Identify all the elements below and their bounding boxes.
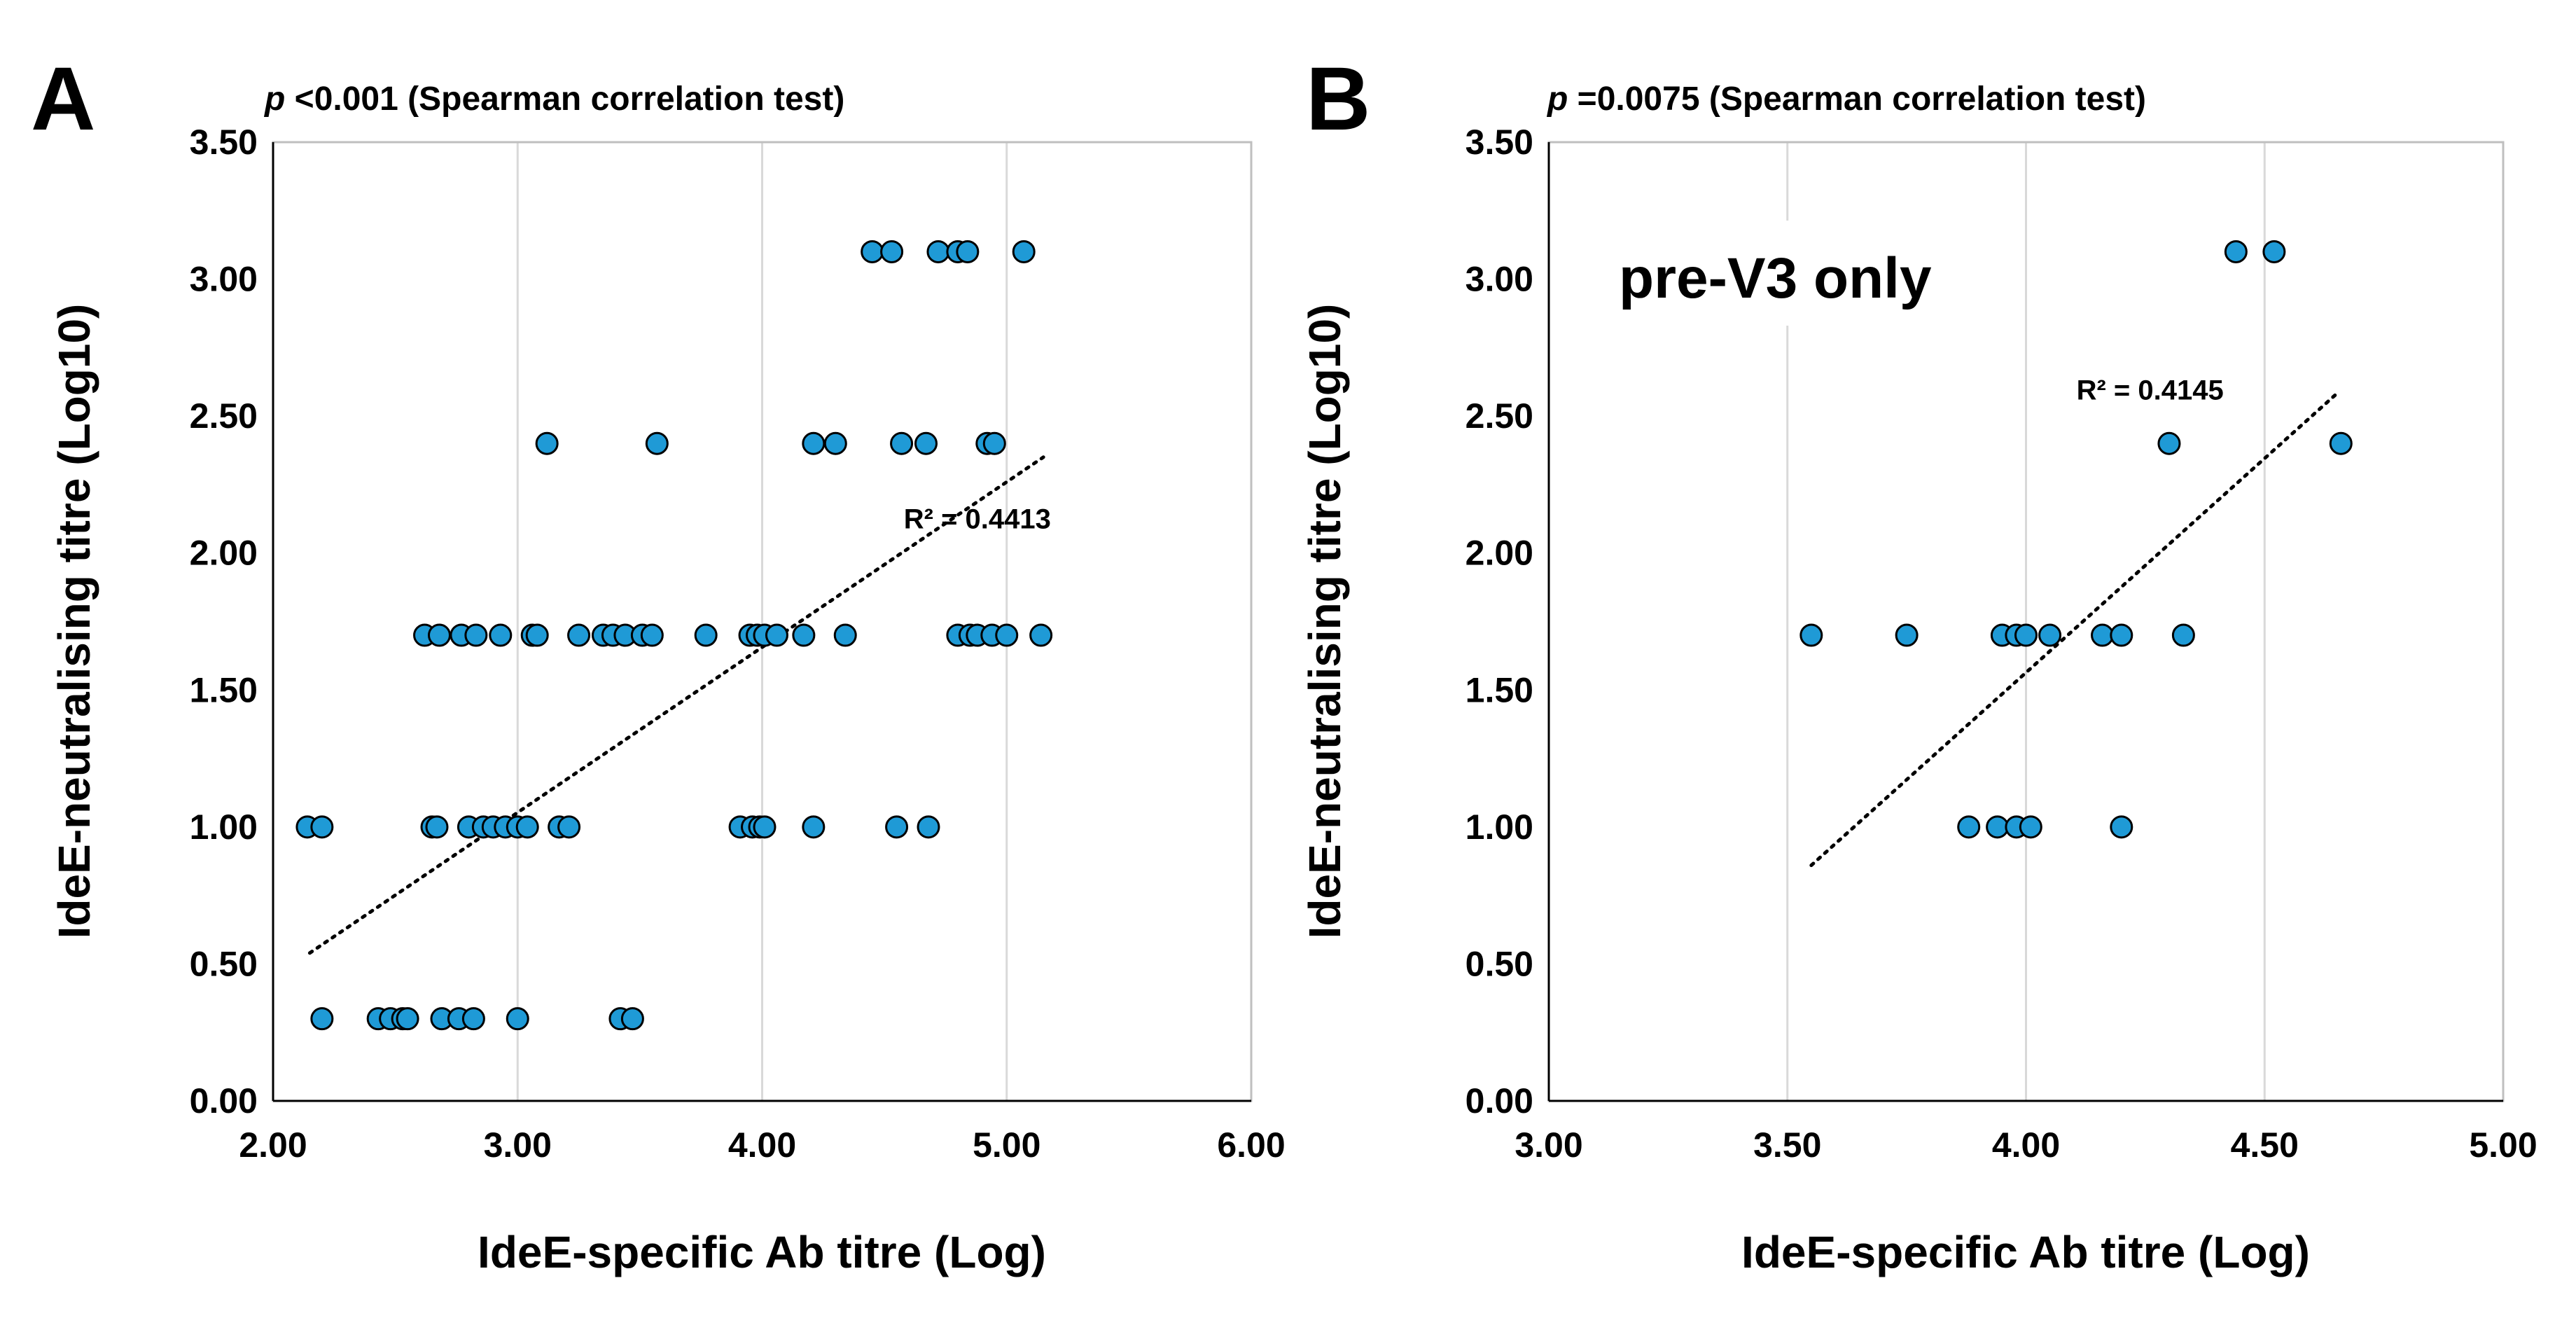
- data-point: [310, 815, 334, 839]
- x-tick-label: 4.00: [728, 1125, 796, 1165]
- data-point: [2110, 623, 2133, 647]
- data-point: [427, 623, 451, 647]
- x-tick-label: 5.00: [973, 1125, 1040, 1165]
- y-tick-label: 0.50: [190, 944, 258, 983]
- data-point: [557, 815, 581, 839]
- y-tick-label: 3.00: [1465, 260, 1533, 299]
- y-tick-label: 2.50: [190, 396, 258, 436]
- data-point: [880, 240, 904, 263]
- data-point: [2262, 240, 2286, 263]
- data-point: [640, 623, 664, 647]
- data-point: [914, 431, 938, 455]
- x-tick-label: 3.00: [484, 1125, 552, 1165]
- annotation-background: [1598, 221, 1962, 326]
- x-tick-label: 5.00: [2469, 1125, 2537, 1165]
- x-axis-title: IdeE-specific Ab titre (Log): [1741, 1227, 2310, 1277]
- data-point: [890, 431, 914, 455]
- data-point: [1895, 623, 1919, 647]
- y-tick-label: 2.00: [1465, 534, 1533, 573]
- data-point: [567, 623, 591, 647]
- y-tick-label: 2.00: [190, 534, 258, 573]
- statistic-text: <0.001 (Spearman correlation test): [285, 81, 844, 118]
- data-point: [2091, 623, 2115, 647]
- data-point: [425, 815, 449, 839]
- panel-a: 2.00 3.00 4.00 5.00 6.00 0.00 0.50 1.00 1.50 2.00…: [31, 49, 1286, 1277]
- data-point: [645, 431, 669, 455]
- y-axis-title: IdeE-neutralising titre (Log10): [49, 304, 99, 939]
- data-point: [833, 623, 857, 647]
- data-point: [1957, 815, 1981, 839]
- data-point: [792, 623, 816, 647]
- x-tick-label: 6.00: [1217, 1125, 1285, 1165]
- y-tick-label: 0.00: [190, 1081, 258, 1121]
- statistic-p-symbol: p: [263, 81, 285, 118]
- statistic-label: p <0.001 (Spearman correlation test): [263, 81, 844, 118]
- data-point: [2014, 623, 2038, 647]
- y-tick-label: 1.50: [190, 670, 258, 709]
- data-point: [982, 431, 1006, 455]
- data-point: [525, 623, 549, 647]
- data-point: [802, 431, 826, 455]
- data-point: [396, 1007, 419, 1031]
- data-point: [2329, 431, 2353, 455]
- data-point: [506, 1007, 529, 1031]
- x-tick-label: 3.00: [1515, 1125, 1582, 1165]
- r-squared-label: R² = 0.4413: [904, 504, 1051, 535]
- data-point: [694, 623, 718, 647]
- y-tick-label: 1.00: [190, 807, 258, 847]
- data-point: [310, 1007, 334, 1031]
- y-tick-label: 3.50: [1465, 123, 1533, 162]
- data-point: [1986, 815, 2010, 839]
- data-point: [926, 240, 950, 263]
- y-axis-title: IdeE-neutralising titre (Log10): [1300, 304, 1350, 939]
- trendline: [307, 455, 1045, 955]
- data-point: [620, 1007, 644, 1031]
- panel-b: 3.00 3.50 4.00 4.50 5.00 0.00 0.50 1.00 1.50 2.00…: [1300, 49, 2537, 1277]
- r-squared-label: R² = 0.4145: [2077, 375, 2224, 406]
- data-point: [464, 623, 488, 647]
- data-point: [2171, 623, 2195, 647]
- statistic-text: =0.0075 (Spearman correlation test): [1568, 81, 2146, 118]
- data-point: [765, 623, 788, 647]
- annotation-label: pre-V3 only: [1619, 247, 1932, 310]
- data-point: [1029, 623, 1053, 647]
- y-tick-label: 2.50: [1465, 396, 1533, 436]
- data-point: [461, 1007, 485, 1031]
- data-point: [2110, 815, 2133, 839]
- y-tick-label: 3.50: [190, 123, 258, 162]
- x-tick-label: 3.50: [1753, 1125, 1821, 1165]
- x-tick-label: 2.00: [239, 1125, 307, 1165]
- data-point: [995, 623, 1019, 647]
- data-point: [917, 815, 940, 839]
- data-point: [823, 431, 847, 455]
- y-tick-label: 1.50: [1465, 670, 1533, 709]
- data-point: [753, 815, 777, 839]
- data-point: [885, 815, 909, 839]
- y-tick-label: 0.50: [1465, 944, 1533, 983]
- data-point: [2038, 623, 2062, 647]
- data-point: [1799, 623, 1823, 647]
- data-point: [515, 815, 539, 839]
- x-axis-title: IdeE-specific Ab titre (Log): [478, 1227, 1046, 1277]
- data-point: [802, 815, 826, 839]
- data-point: [2224, 240, 2248, 263]
- data-point: [2019, 815, 2042, 839]
- y-tick-label: 0.00: [1465, 1081, 1533, 1121]
- data-point: [489, 623, 513, 647]
- y-tick-label: 3.00: [190, 260, 258, 299]
- x-tick-label: 4.50: [2231, 1125, 2299, 1165]
- x-tick-label: 4.00: [1992, 1125, 2060, 1165]
- trendline: [1809, 392, 2338, 868]
- data-point: [1012, 240, 1036, 263]
- statistic-p-symbol: p: [1546, 81, 1568, 118]
- statistic-label: p =0.0075 (Spearman correlation test): [1546, 81, 2146, 118]
- data-point: [956, 240, 980, 263]
- data-point: [535, 431, 559, 455]
- data-point: [2157, 431, 2181, 455]
- panel-label: B: [1306, 49, 1370, 149]
- data-point: [861, 240, 884, 263]
- y-tick-label: 1.00: [1465, 807, 1533, 847]
- panel-label: A: [31, 49, 95, 149]
